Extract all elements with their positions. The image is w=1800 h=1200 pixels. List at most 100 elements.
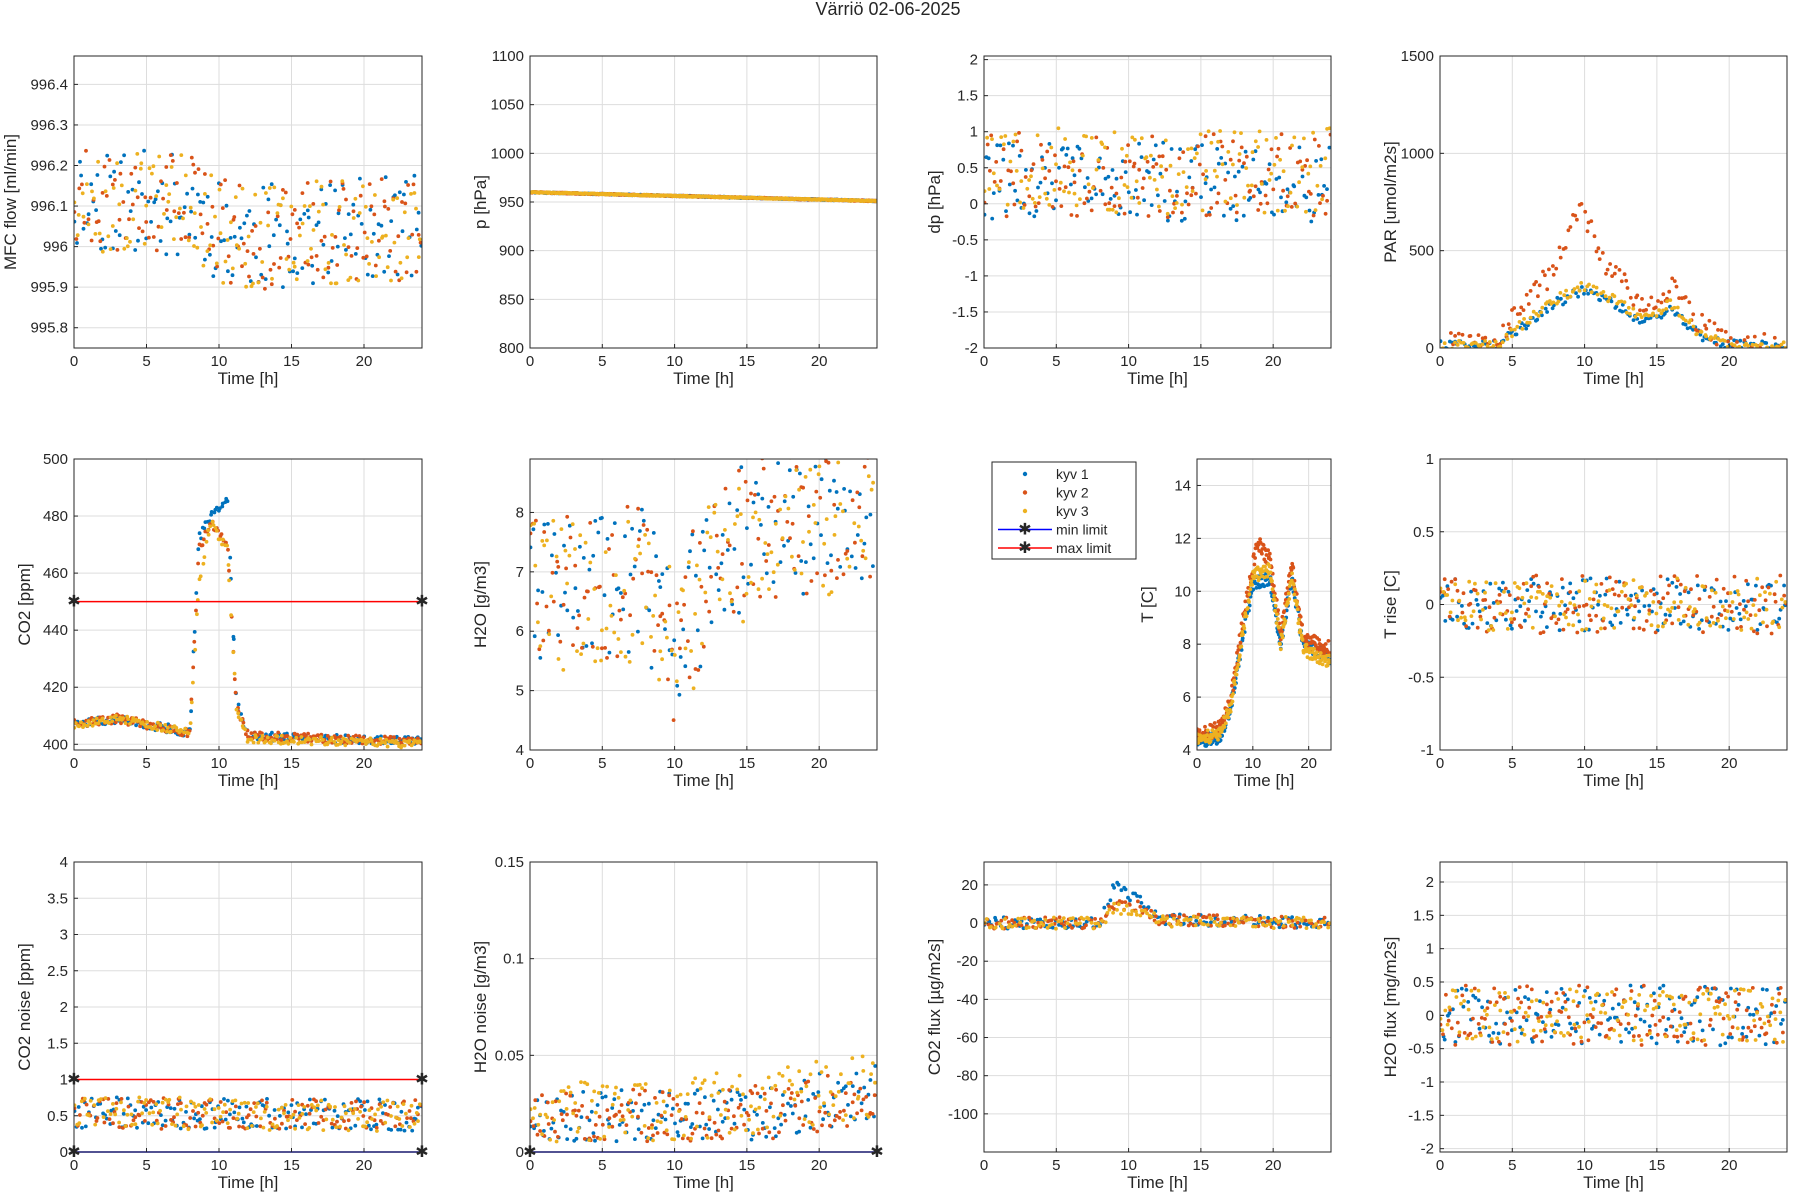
data-point-kyv2 [537, 647, 542, 652]
data-point-kyv1 [1524, 326, 1529, 331]
data-point-kyv3 [1297, 617, 1301, 622]
data-point-kyv1 [1642, 604, 1647, 608]
data-point-kyv3 [234, 707, 239, 712]
data-point-kyv2 [396, 234, 401, 239]
data-point-kyv1 [1644, 316, 1648, 321]
data-point-kyv3 [340, 179, 345, 184]
data-point-kyv2 [1711, 604, 1716, 609]
data-point-kyv3 [1208, 739, 1213, 744]
data-point-kyv1 [1670, 580, 1675, 585]
data-point-kyv3 [813, 521, 818, 525]
data-point-kyv3 [1735, 589, 1740, 593]
data-point-kyv2 [1181, 150, 1186, 155]
data-point-kyv2 [1571, 610, 1576, 615]
data-point-kyv3 [1037, 195, 1042, 200]
data-point-kyv2 [268, 267, 273, 272]
data-point-kyv2 [1700, 312, 1704, 317]
data-point-kyv2 [556, 565, 561, 569]
data-point-kyv1 [1175, 189, 1179, 194]
data-point-kyv2 [1276, 146, 1281, 151]
data-point-kyv2 [309, 255, 314, 260]
data-point-kyv3 [1168, 163, 1173, 168]
data-point-kyv1 [1586, 291, 1590, 296]
data-point-kyv2 [1304, 639, 1309, 644]
y-tick-label: 996.2 [30, 158, 68, 175]
data-point-kyv2 [794, 465, 799, 469]
data-point-kyv3 [706, 505, 711, 509]
x-tick-label: 5 [1508, 755, 1516, 772]
data-point-kyv3 [713, 502, 718, 507]
data-point-kyv2 [1117, 203, 1122, 208]
data-point-kyv2 [1551, 264, 1555, 268]
y-tick-label: 1 [970, 124, 978, 141]
data-point-kyv2 [1703, 323, 1707, 328]
data-point-kyv1 [119, 160, 123, 165]
data-point-kyv3 [267, 186, 272, 190]
data-point-kyv1 [658, 585, 663, 589]
series-group [530, 459, 875, 722]
data-point-kyv3 [319, 735, 323, 740]
data-point-kyv1 [75, 241, 79, 245]
data-point-kyv2 [100, 191, 105, 195]
data-point-kyv3 [275, 734, 280, 739]
y-tick-label: 500 [1409, 243, 1434, 260]
data-point-kyv2 [796, 554, 801, 558]
data-point-kyv1 [605, 537, 610, 541]
data-point-kyv2 [1087, 189, 1092, 194]
data-point-kyv3 [183, 173, 188, 178]
data-point-kyv1 [74, 219, 77, 224]
data-point-kyv2 [701, 644, 706, 649]
data-point-kyv1 [397, 190, 402, 195]
y-axis-label: MFC flow [ml/min] [1, 134, 20, 270]
data-point-kyv1 [1617, 579, 1622, 584]
data-point-kyv1 [189, 209, 194, 214]
data-point-kyv3 [676, 610, 681, 614]
data-point-kyv2 [698, 541, 702, 545]
data-point-kyv1 [1054, 198, 1058, 203]
data-point-kyv3 [206, 532, 211, 537]
data-point-kyv1 [165, 216, 170, 221]
data-point-kyv3 [547, 632, 552, 637]
data-point-kyv2 [1772, 335, 1777, 340]
data-point-kyv1 [1004, 209, 1008, 214]
data-point-kyv3 [588, 560, 593, 565]
data-point-kyv1 [1522, 323, 1527, 328]
data-point-kyv2 [1558, 255, 1563, 260]
data-point-kyv3 [1568, 601, 1573, 605]
data-point-kyv2 [588, 521, 593, 525]
data-point-kyv3 [279, 733, 284, 738]
data-point-kyv1 [419, 243, 422, 248]
data-point-kyv2 [1468, 334, 1473, 338]
x-axis-label: Time [h] [1583, 771, 1644, 790]
data-point-kyv2 [605, 656, 609, 660]
data-point-kyv1 [1103, 176, 1108, 181]
data-point-kyv3 [108, 247, 113, 252]
data-point-kyv3 [1779, 342, 1784, 347]
data-point-kyv1 [675, 683, 680, 688]
data-point-kyv3 [244, 284, 249, 289]
y-tick-label: 850 [499, 291, 524, 308]
data-point-kyv3 [1214, 729, 1218, 733]
data-point-kyv3 [1008, 159, 1013, 164]
data-point-kyv3 [1307, 650, 1312, 655]
data-point-kyv2 [1150, 134, 1155, 139]
x-tick-label: 20 [1721, 755, 1738, 772]
data-point-kyv2 [194, 608, 198, 613]
data-point-kyv2 [857, 505, 862, 510]
data-point-kyv3 [1319, 658, 1324, 663]
data-point-kyv1 [1440, 339, 1443, 344]
data-point-kyv3 [1312, 647, 1316, 651]
data-point-kyv1 [683, 664, 688, 669]
data-point-kyv1 [716, 588, 721, 592]
data-point-kyv3 [780, 536, 785, 541]
data-point-kyv1 [1477, 609, 1482, 614]
data-point-kyv2 [1565, 607, 1570, 612]
data-point-kyv2 [418, 240, 422, 245]
data-point-kyv3 [1607, 295, 1612, 300]
data-point-kyv1 [1662, 311, 1667, 316]
data-point-kyv3 [402, 210, 407, 215]
data-point-kyv3 [1455, 343, 1460, 347]
data-point-kyv2 [148, 721, 153, 726]
data-point-kyv3 [1510, 334, 1514, 339]
